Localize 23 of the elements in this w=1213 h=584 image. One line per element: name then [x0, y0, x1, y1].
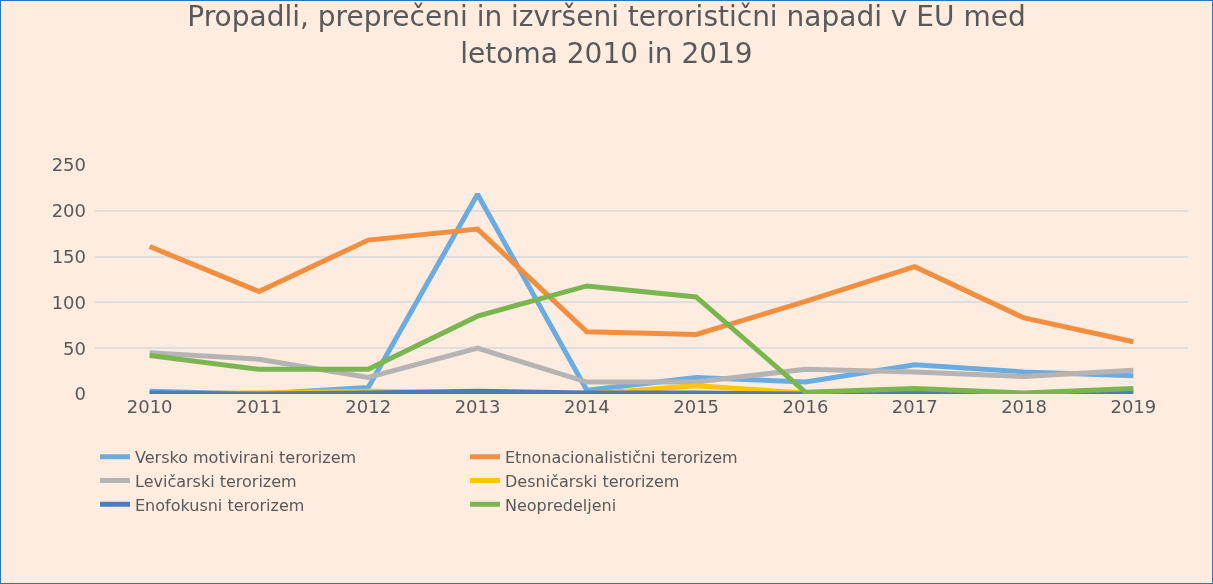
- legend-label: Levičarski terorizem: [135, 471, 297, 491]
- legend-label: Neopredeljeni: [505, 495, 617, 515]
- legend-label: Versko motivirani terorizem: [135, 447, 357, 467]
- legend-label: Desničarski terorizem: [505, 471, 680, 491]
- y-tick-label: 50: [63, 337, 86, 359]
- y-tick-label: 150: [51, 245, 86, 267]
- chart-title: Propadli, preprečeni in izvršeni teroristični napadi v EU med letoma 2010 in 2019: [187, 0, 1026, 70]
- y-tick-label: 0: [74, 383, 86, 405]
- y-tick-label: 200: [51, 200, 86, 222]
- legend-label: Etnonacionalistični terorizem: [505, 447, 738, 467]
- x-tick-label: 2013: [454, 396, 501, 417]
- x-tick-label: 2012: [345, 396, 392, 417]
- x-tick-label: 2015: [673, 396, 720, 417]
- x-tick-label: 2018: [1001, 396, 1047, 417]
- x-tick-label: 2019: [1110, 396, 1157, 417]
- y-tick-label: 100: [51, 291, 86, 313]
- x-tick-label: 2017: [891, 396, 938, 417]
- x-tick-label: 2014: [563, 396, 610, 417]
- x-tick-label: 2010: [126, 396, 173, 417]
- y-tick-label: 250: [51, 154, 86, 176]
- x-tick-label: 2011: [236, 396, 282, 417]
- x-tick-label: 2016: [782, 396, 829, 417]
- legend-label: Enofokusni terorizem: [135, 495, 305, 515]
